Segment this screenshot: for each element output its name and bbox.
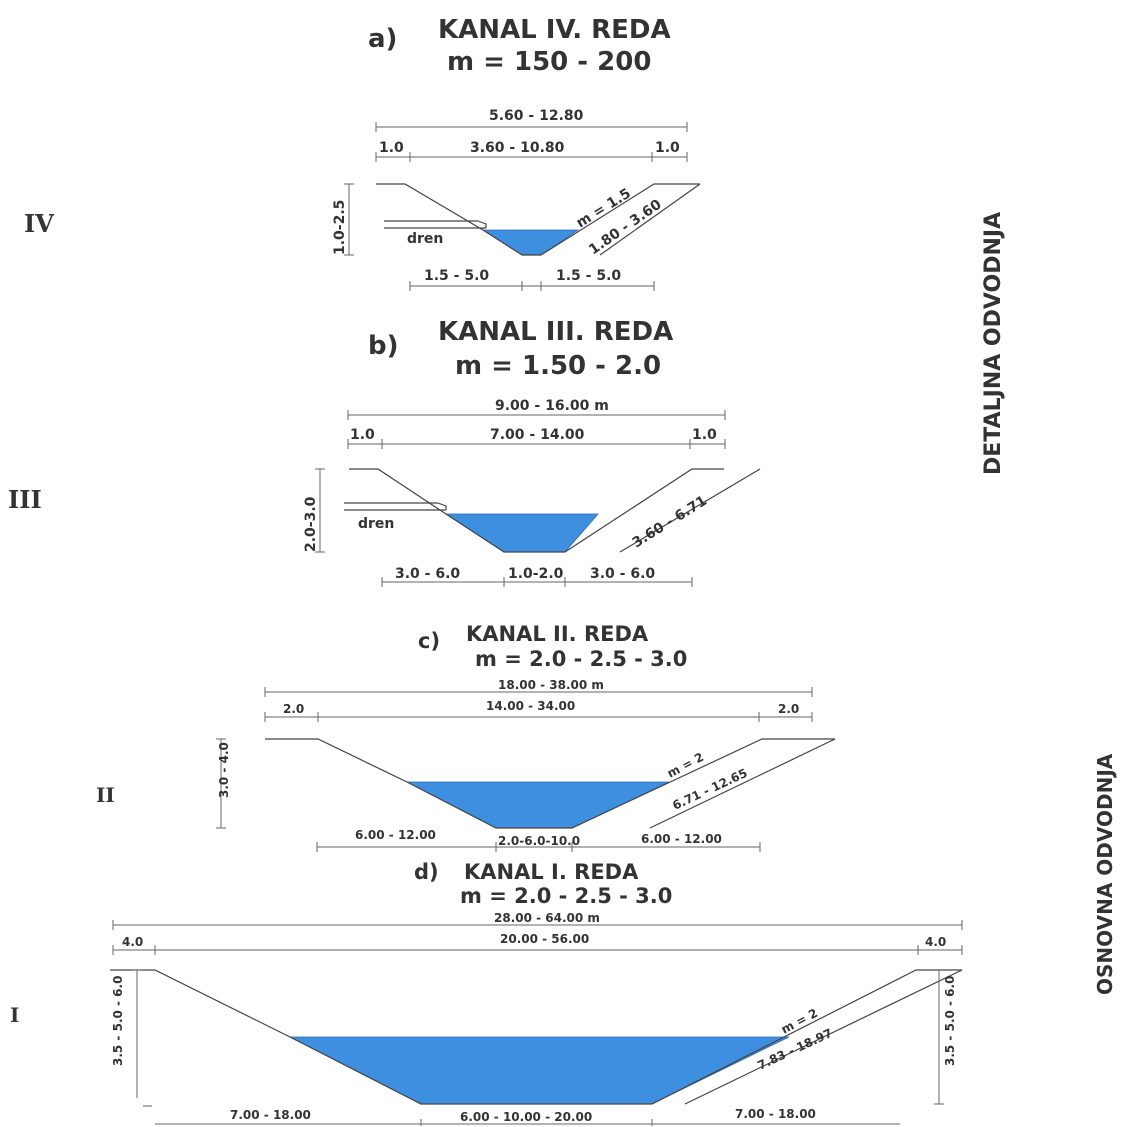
section-iii-letter: b) [368,331,399,361]
section-i-m: m = 2.0 - 2.5 - 3.0 [460,884,672,908]
section-i: d) KANAL I. REDA m = 2.0 - 2.5 - 3.0 I 2… [10,860,963,1126]
dim-bottom-right: 1.5 - 5.0 [556,268,621,284]
canal-profile [349,468,724,553]
canal-profile [265,738,835,829]
section-iii-title: KANAL III. REDA [438,317,673,347]
section-iv-m: m = 150 - 200 [447,47,651,77]
dim-bottom-left: 6.00 - 12.00 [355,828,436,842]
section-iii-roman: III [8,485,42,514]
section-ii-title: KANAL II. REDA [466,622,649,646]
dim-depth: 2.0-3.0 [303,496,319,552]
section-i-roman: I [10,1003,19,1027]
detaljna-odvodnja-label: DETALJNA ODVODNJA [981,212,1006,475]
water-fill [406,781,670,829]
section-iv-letter: a) [368,24,397,54]
canal-profile [110,969,962,1105]
section-i-title: KANAL I. REDA [464,860,639,884]
dim-middle: 20.00 - 56.00 [500,932,589,946]
dim-bottom-right: 3.0 - 6.0 [590,566,655,582]
dren-label: dren [358,516,394,532]
dim-bottom-right: 6.00 - 12.00 [641,832,722,846]
dim-total: 5.60 - 12.80 [489,108,584,124]
dim-bottom-left: 7.00 - 18.00 [230,1108,311,1122]
dren-label: dren [407,231,443,247]
slope-length: 7.83 - 18.97 [755,1026,834,1073]
water-fill [289,1036,790,1105]
section-i-letter: d) [414,860,439,884]
dim-left-berm: 2.0 [283,702,304,716]
section-iii: b) KANAL III. REDA m = 1.50 - 2.0 III 9.… [8,317,761,587]
dim-middle: 14.00 - 34.00 [486,699,575,713]
dim-total: 9.00 - 16.00 m [495,398,609,414]
section-iv: a) KANAL IV. REDA m = 150 - 200 IV 5.60 … [24,15,701,291]
section-ii-roman: II [96,783,115,807]
section-ii-m: m = 2.0 - 2.5 - 3.0 [475,647,687,671]
dim-right-berm: 4.0 [925,935,946,949]
dim-bottom-right: 7.00 - 18.00 [735,1107,816,1121]
section-ii: c) KANAL II. REDA m = 2.0 - 2.5 - 3.0 II… [96,622,836,852]
section-iv-title: KANAL IV. REDA [438,15,671,45]
osnovna-odvodnja-label: OSNOVNA ODVODNJA [1093,753,1117,995]
section-iv-roman: IV [24,209,54,238]
dim-right-berm: 1.0 [692,427,717,443]
dim-bottom-left: 3.0 - 6.0 [395,566,460,582]
dim-bottom-left: 1.5 - 5.0 [424,268,489,284]
water-fill [481,229,580,256]
canal-profile [376,183,700,256]
dim-bottom-mid: 2.0-6.0-10.0 [498,834,580,848]
section-ii-letter: c) [418,629,440,653]
water-fill [444,513,599,553]
dim-left-berm: 4.0 [122,935,143,949]
dim-depth-left: 3.5 - 5.0 - 6.0 [111,976,125,1066]
dim-depth-right: 3.5 - 5.0 - 6.0 [943,976,957,1066]
dim-bottom-mid: 6.00 - 10.00 - 20.00 [460,1110,592,1124]
dim-right-berm: 2.0 [778,702,799,716]
section-iii-m: m = 1.50 - 2.0 [455,351,661,381]
dim-total: 28.00 - 64.00 m [494,911,600,925]
dim-left-berm: 1.0 [379,140,404,156]
dim-bottom-mid: 1.0-2.0 [508,566,564,582]
dim-right-berm: 1.0 [655,140,680,156]
dim-middle: 7.00 - 14.00 [490,427,585,443]
slope-m: m = 2 [665,750,706,781]
dim-depth: 3.0 - 4.0 [217,742,231,798]
dim-middle: 3.60 - 10.80 [470,140,565,156]
dim-left-berm: 1.0 [350,427,375,443]
dim-depth: 1.0-2.5 [332,200,348,255]
dim-total: 18.00 - 38.00 m [498,678,604,692]
